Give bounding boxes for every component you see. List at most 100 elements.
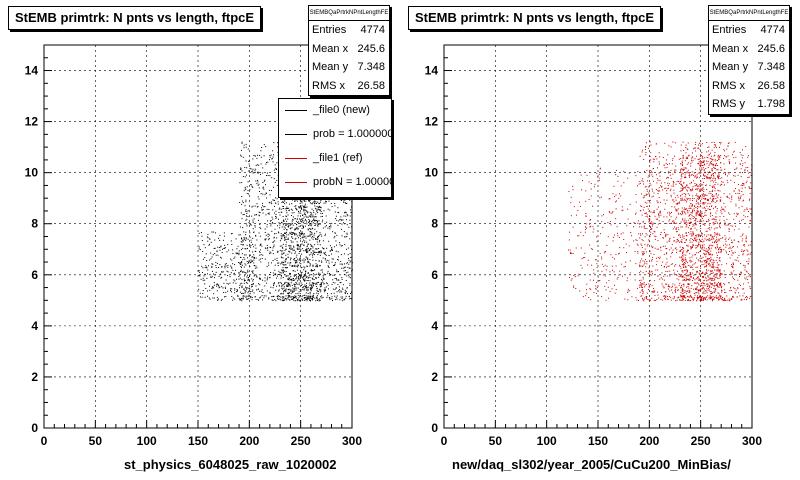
scatter-point xyxy=(703,253,705,255)
scatter-point xyxy=(299,247,301,249)
scatter-point xyxy=(314,228,316,230)
scatter-point xyxy=(280,296,282,298)
scatter-point xyxy=(350,260,352,262)
scatter-point xyxy=(670,256,672,258)
scatter-point xyxy=(262,172,264,174)
scatter-point xyxy=(336,298,338,300)
scatter-point xyxy=(323,283,325,285)
legend-line-icon xyxy=(285,182,307,183)
x-tick-label: 50 xyxy=(89,434,103,448)
scatter-point xyxy=(665,266,667,268)
scatter-point xyxy=(329,209,331,211)
scatter-point xyxy=(672,141,674,143)
scatter-point xyxy=(639,182,641,184)
scatter-point xyxy=(319,206,321,208)
y-tick-label: 14 xyxy=(425,64,439,78)
scatter-point xyxy=(310,298,312,300)
scatter-point xyxy=(308,295,310,297)
scatter-point xyxy=(662,237,664,239)
scatter-point xyxy=(311,223,313,225)
scatter-point xyxy=(254,155,256,157)
scatter-point xyxy=(303,269,305,271)
scatter-point xyxy=(681,207,683,209)
scatter-point xyxy=(617,235,619,237)
scatter-point xyxy=(314,199,316,201)
scatter-point xyxy=(240,237,242,239)
scatter-point xyxy=(276,162,278,164)
scatter-point xyxy=(231,243,233,245)
scatter-point xyxy=(751,276,753,278)
scatter-point xyxy=(649,173,651,175)
scatter-point xyxy=(287,293,289,295)
scatter-point xyxy=(218,275,220,277)
scatter-point xyxy=(299,274,301,276)
scatter-point xyxy=(303,261,305,263)
scatter-point xyxy=(285,258,287,260)
scatter-point xyxy=(693,297,695,299)
scatter-point xyxy=(744,265,746,267)
scatter-point xyxy=(241,292,243,294)
scatter-point xyxy=(741,184,743,186)
scatter-point xyxy=(281,211,283,213)
scatter-point xyxy=(261,289,263,291)
scatter-point xyxy=(274,240,276,242)
scatter-point xyxy=(247,271,249,273)
scatter-point xyxy=(596,287,598,289)
scatter-point xyxy=(678,158,680,160)
scatter-point xyxy=(265,248,267,250)
scatter-point xyxy=(260,261,262,263)
scatter-point xyxy=(212,231,214,233)
scatter-point xyxy=(269,253,271,255)
scatter-point xyxy=(297,287,299,289)
scatter-point xyxy=(277,251,279,253)
scatter-point xyxy=(246,215,248,217)
scatter-point xyxy=(252,251,254,253)
scatter-point xyxy=(667,154,669,156)
scatter-point xyxy=(311,270,313,272)
stats-label: Mean y xyxy=(312,61,349,73)
scatter-point xyxy=(258,187,260,189)
scatter-point xyxy=(687,157,689,159)
scatter-point xyxy=(278,283,280,285)
scatter-point xyxy=(310,290,312,292)
scatter-point xyxy=(676,210,678,212)
scatter-point xyxy=(311,277,313,279)
scatter-point xyxy=(286,197,288,199)
scatter-point xyxy=(660,277,662,279)
scatter-point xyxy=(673,269,675,271)
scatter-point xyxy=(320,283,322,285)
scatter-point xyxy=(238,278,240,280)
scatter-point xyxy=(699,184,701,186)
scatter-point xyxy=(284,200,286,202)
scatter-point xyxy=(245,160,247,162)
scatter-point xyxy=(308,200,310,202)
scatter-point xyxy=(309,265,311,267)
scatter-point xyxy=(312,252,314,254)
scatter-point xyxy=(263,297,265,299)
scatter-point xyxy=(609,198,611,200)
scatter-point xyxy=(700,267,702,269)
scatter-point xyxy=(713,142,715,144)
scatter-point xyxy=(649,234,651,236)
scatter-point xyxy=(650,225,652,227)
scatter-point xyxy=(742,254,744,256)
scatter-point xyxy=(296,200,298,202)
scatter-point xyxy=(238,272,240,274)
scatter-point xyxy=(590,183,592,185)
scatter-point xyxy=(597,276,599,278)
scatter-point xyxy=(208,297,210,299)
scatter-point xyxy=(602,274,604,276)
scatter-point xyxy=(678,296,680,298)
scatter-point xyxy=(750,187,752,189)
scatter-point xyxy=(333,274,335,276)
scatter-point xyxy=(725,237,727,239)
scatter-point xyxy=(313,254,315,256)
scatter-point xyxy=(691,214,693,216)
scatter-point xyxy=(669,286,671,288)
scatter-point xyxy=(347,293,349,295)
scatter-point xyxy=(310,288,312,290)
scatter-point xyxy=(649,250,651,252)
scatter-point xyxy=(245,286,247,288)
scatter-point xyxy=(717,281,719,283)
scatter-point xyxy=(750,169,752,171)
